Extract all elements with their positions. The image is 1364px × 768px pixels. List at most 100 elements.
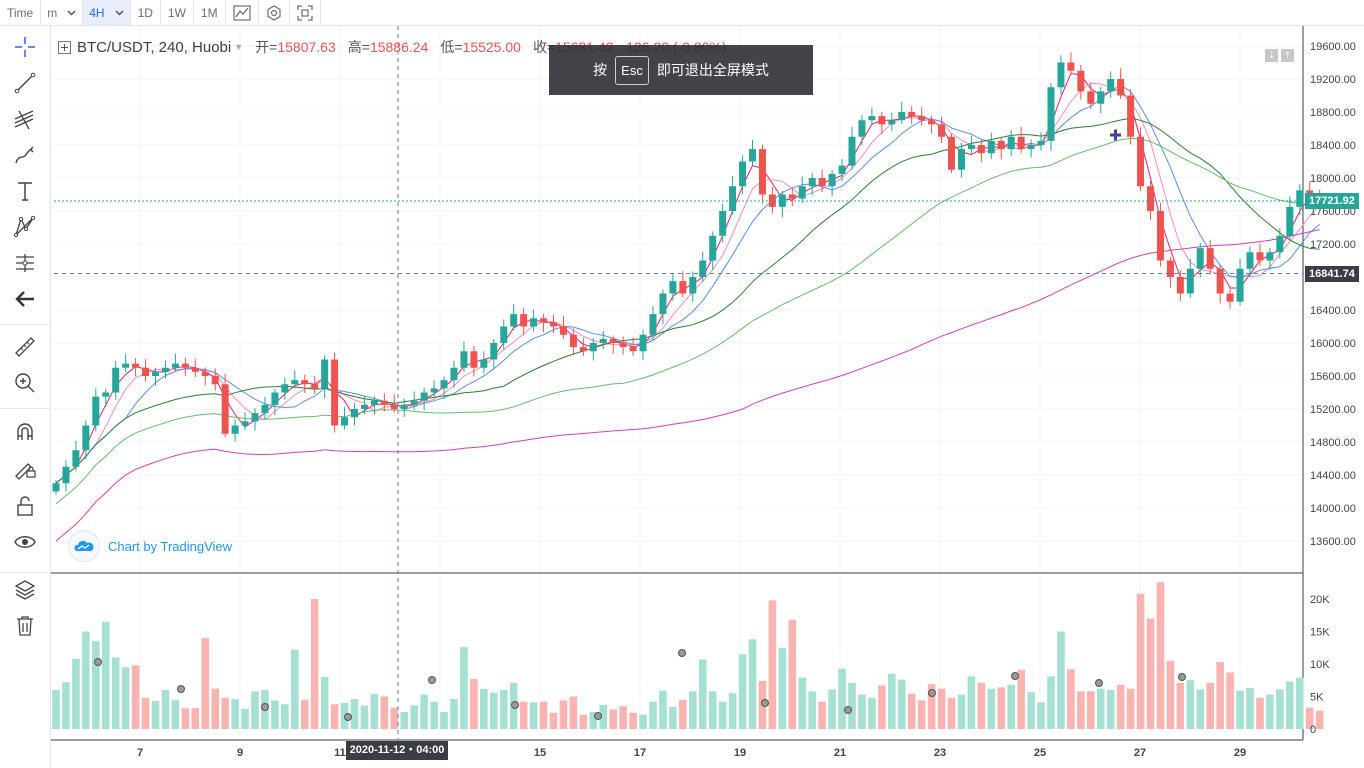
candle-body	[719, 211, 727, 236]
candle-body	[251, 413, 259, 422]
drawing-toolbar	[0, 26, 51, 768]
candle-body	[500, 326, 508, 343]
pitchfork-icon[interactable]	[9, 104, 41, 134]
volume-bar	[221, 697, 229, 729]
price-axis-label: 13600.00	[1310, 536, 1356, 548]
volume-bar	[1206, 682, 1214, 729]
volume-bar	[300, 699, 309, 729]
volume-bar	[480, 688, 488, 729]
eye-icon[interactable]	[9, 527, 41, 557]
ruler-icon[interactable]	[9, 332, 41, 362]
volume-marker	[344, 713, 352, 721]
candle-body	[798, 186, 806, 199]
candle-body	[758, 149, 766, 195]
interval-1d-button[interactable]: 1D	[131, 0, 161, 25]
text-tool-icon[interactable]	[9, 176, 41, 206]
volume-bar	[748, 639, 757, 729]
volume-bar	[82, 631, 90, 729]
price-axis-label: 14000.00	[1310, 503, 1356, 515]
price-axis-label: 19600.00	[1310, 41, 1356, 53]
toast-post-text: 即可退出全屏模式	[656, 62, 769, 78]
volume-marker	[928, 689, 936, 697]
volume-marker	[428, 676, 436, 684]
candle-body	[768, 194, 776, 207]
trend-line-icon[interactable]	[9, 68, 41, 98]
price-axis-label: 14800.00	[1310, 437, 1356, 449]
candle-body	[679, 281, 687, 294]
interval-1w-button[interactable]: 1W	[161, 0, 194, 25]
candle-body	[878, 116, 886, 125]
volume-bar	[957, 694, 966, 729]
fullscreen-button[interactable]	[290, 0, 321, 25]
volume-bar	[619, 706, 627, 729]
volume-bar	[878, 685, 886, 729]
candle-body	[241, 421, 249, 426]
collapse-legend-icon[interactable]	[58, 40, 71, 54]
volume-marker	[177, 685, 185, 693]
volume-bar	[1315, 710, 1324, 729]
crosshair-tool-icon[interactable]	[9, 32, 41, 62]
candle-body	[1017, 136, 1025, 150]
chart-type-button[interactable]	[226, 0, 259, 25]
candle-body	[1047, 87, 1055, 141]
candle-body	[649, 314, 657, 335]
lock-drawing-icon[interactable]	[9, 453, 41, 483]
candle-body	[1176, 277, 1184, 294]
symbol-title[interactable]: BTC/USDT, 240, Huobi	[77, 38, 232, 56]
arrow-left-icon[interactable]	[9, 284, 41, 314]
volume-bar	[1156, 582, 1165, 729]
brush-icon[interactable]	[9, 140, 41, 170]
interval-1m-button[interactable]: 1M	[194, 0, 226, 25]
volume-bar	[430, 701, 438, 729]
zoom-in-icon[interactable]	[9, 368, 41, 398]
volume-bar	[579, 714, 588, 729]
candle-body	[987, 140, 995, 154]
candle-body	[808, 178, 816, 187]
candle-body	[540, 318, 548, 323]
volume-axis-label: 5K	[1310, 692, 1324, 704]
candle-body	[1077, 70, 1085, 92]
candle-body	[1127, 95, 1135, 137]
volume-bar	[1077, 691, 1085, 729]
candle-body	[460, 351, 468, 368]
volume-bar	[549, 712, 558, 729]
layers-icon[interactable]	[9, 575, 41, 605]
volume-bar	[121, 667, 130, 729]
scroll-up-icon[interactable]: ⇡	[1281, 49, 1294, 62]
candle-body	[749, 149, 756, 162]
candle-body	[490, 343, 498, 360]
volume-bar	[947, 697, 956, 729]
volume-bar	[1067, 669, 1075, 729]
magnet-icon[interactable]	[9, 417, 41, 447]
volume-bar	[698, 659, 707, 729]
volume-bar	[848, 682, 856, 729]
interval-1m-label: 1M	[200, 5, 218, 20]
pattern-tool-icon[interactable]	[9, 212, 41, 242]
volume-bar	[1166, 660, 1175, 729]
moving-average-line	[55, 229, 1320, 542]
unlock-icon[interactable]	[9, 491, 41, 521]
candle-body	[410, 400, 418, 405]
scroll-down-icon[interactable]: ⇣	[1265, 49, 1278, 62]
interval-unit-select[interactable]: m	[41, 0, 84, 25]
settings-button[interactable]	[259, 0, 290, 25]
candle-body	[291, 380, 299, 385]
candle-body	[380, 400, 388, 405]
candle-body	[977, 145, 985, 154]
candle-body	[569, 334, 577, 348]
candle-body	[609, 338, 617, 343]
trash-icon[interactable]	[9, 611, 41, 641]
volume-bar	[450, 699, 458, 729]
volume-bar	[977, 682, 986, 729]
interval-4h-select[interactable]: 4H	[83, 0, 131, 25]
volume-bar	[92, 641, 100, 729]
volume-bar	[669, 706, 677, 729]
candle-body	[1097, 91, 1105, 104]
symbol-dropdown-icon[interactable]: ▼	[234, 42, 244, 52]
tradingview-watermark[interactable]: Chart by TradingView	[68, 530, 232, 562]
volume-bar	[679, 699, 687, 729]
candle-body	[888, 120, 896, 125]
prediction-tool-icon[interactable]	[9, 248, 41, 278]
time-button[interactable]: Time	[0, 0, 42, 25]
